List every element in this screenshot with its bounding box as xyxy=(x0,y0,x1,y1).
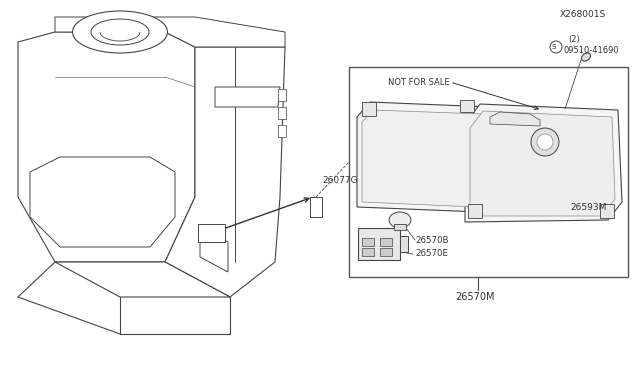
Polygon shape xyxy=(200,227,228,272)
Circle shape xyxy=(550,41,562,53)
Ellipse shape xyxy=(389,212,411,228)
Circle shape xyxy=(531,128,559,156)
Bar xyxy=(362,102,376,116)
Circle shape xyxy=(537,134,553,150)
Ellipse shape xyxy=(581,53,591,61)
Bar xyxy=(400,236,408,252)
Bar xyxy=(278,125,286,137)
Polygon shape xyxy=(18,32,195,262)
Bar xyxy=(600,204,614,218)
Text: S: S xyxy=(552,44,556,50)
Polygon shape xyxy=(215,87,280,107)
Polygon shape xyxy=(198,224,225,242)
Polygon shape xyxy=(490,112,540,126)
Bar xyxy=(358,228,400,260)
Bar xyxy=(310,197,322,217)
Polygon shape xyxy=(30,157,175,247)
Ellipse shape xyxy=(91,19,149,45)
Bar xyxy=(478,195,490,209)
Text: 26570E: 26570E xyxy=(415,250,448,259)
Text: (2): (2) xyxy=(568,35,580,44)
Bar xyxy=(349,67,628,277)
Bar xyxy=(362,248,374,256)
Polygon shape xyxy=(362,110,485,207)
Bar xyxy=(278,89,286,101)
Polygon shape xyxy=(55,262,230,297)
Polygon shape xyxy=(55,17,285,47)
Polygon shape xyxy=(470,111,615,216)
Bar xyxy=(380,248,392,256)
Bar xyxy=(362,238,374,246)
Text: NOT FOR SALE: NOT FOR SALE xyxy=(388,77,450,87)
Text: X268001S: X268001S xyxy=(560,10,606,19)
Bar xyxy=(394,224,406,230)
Text: 26077G: 26077G xyxy=(322,176,358,185)
Bar xyxy=(460,100,474,112)
Text: 26570M: 26570M xyxy=(455,292,495,302)
Text: 26570B: 26570B xyxy=(415,235,449,244)
Polygon shape xyxy=(357,102,492,212)
Text: 09510-41690: 09510-41690 xyxy=(563,45,619,55)
Bar xyxy=(278,107,286,119)
Bar xyxy=(380,238,392,246)
Polygon shape xyxy=(465,104,622,222)
Ellipse shape xyxy=(72,11,168,53)
Bar xyxy=(468,204,482,218)
Polygon shape xyxy=(165,47,285,297)
Text: 26593M: 26593M xyxy=(570,202,606,212)
